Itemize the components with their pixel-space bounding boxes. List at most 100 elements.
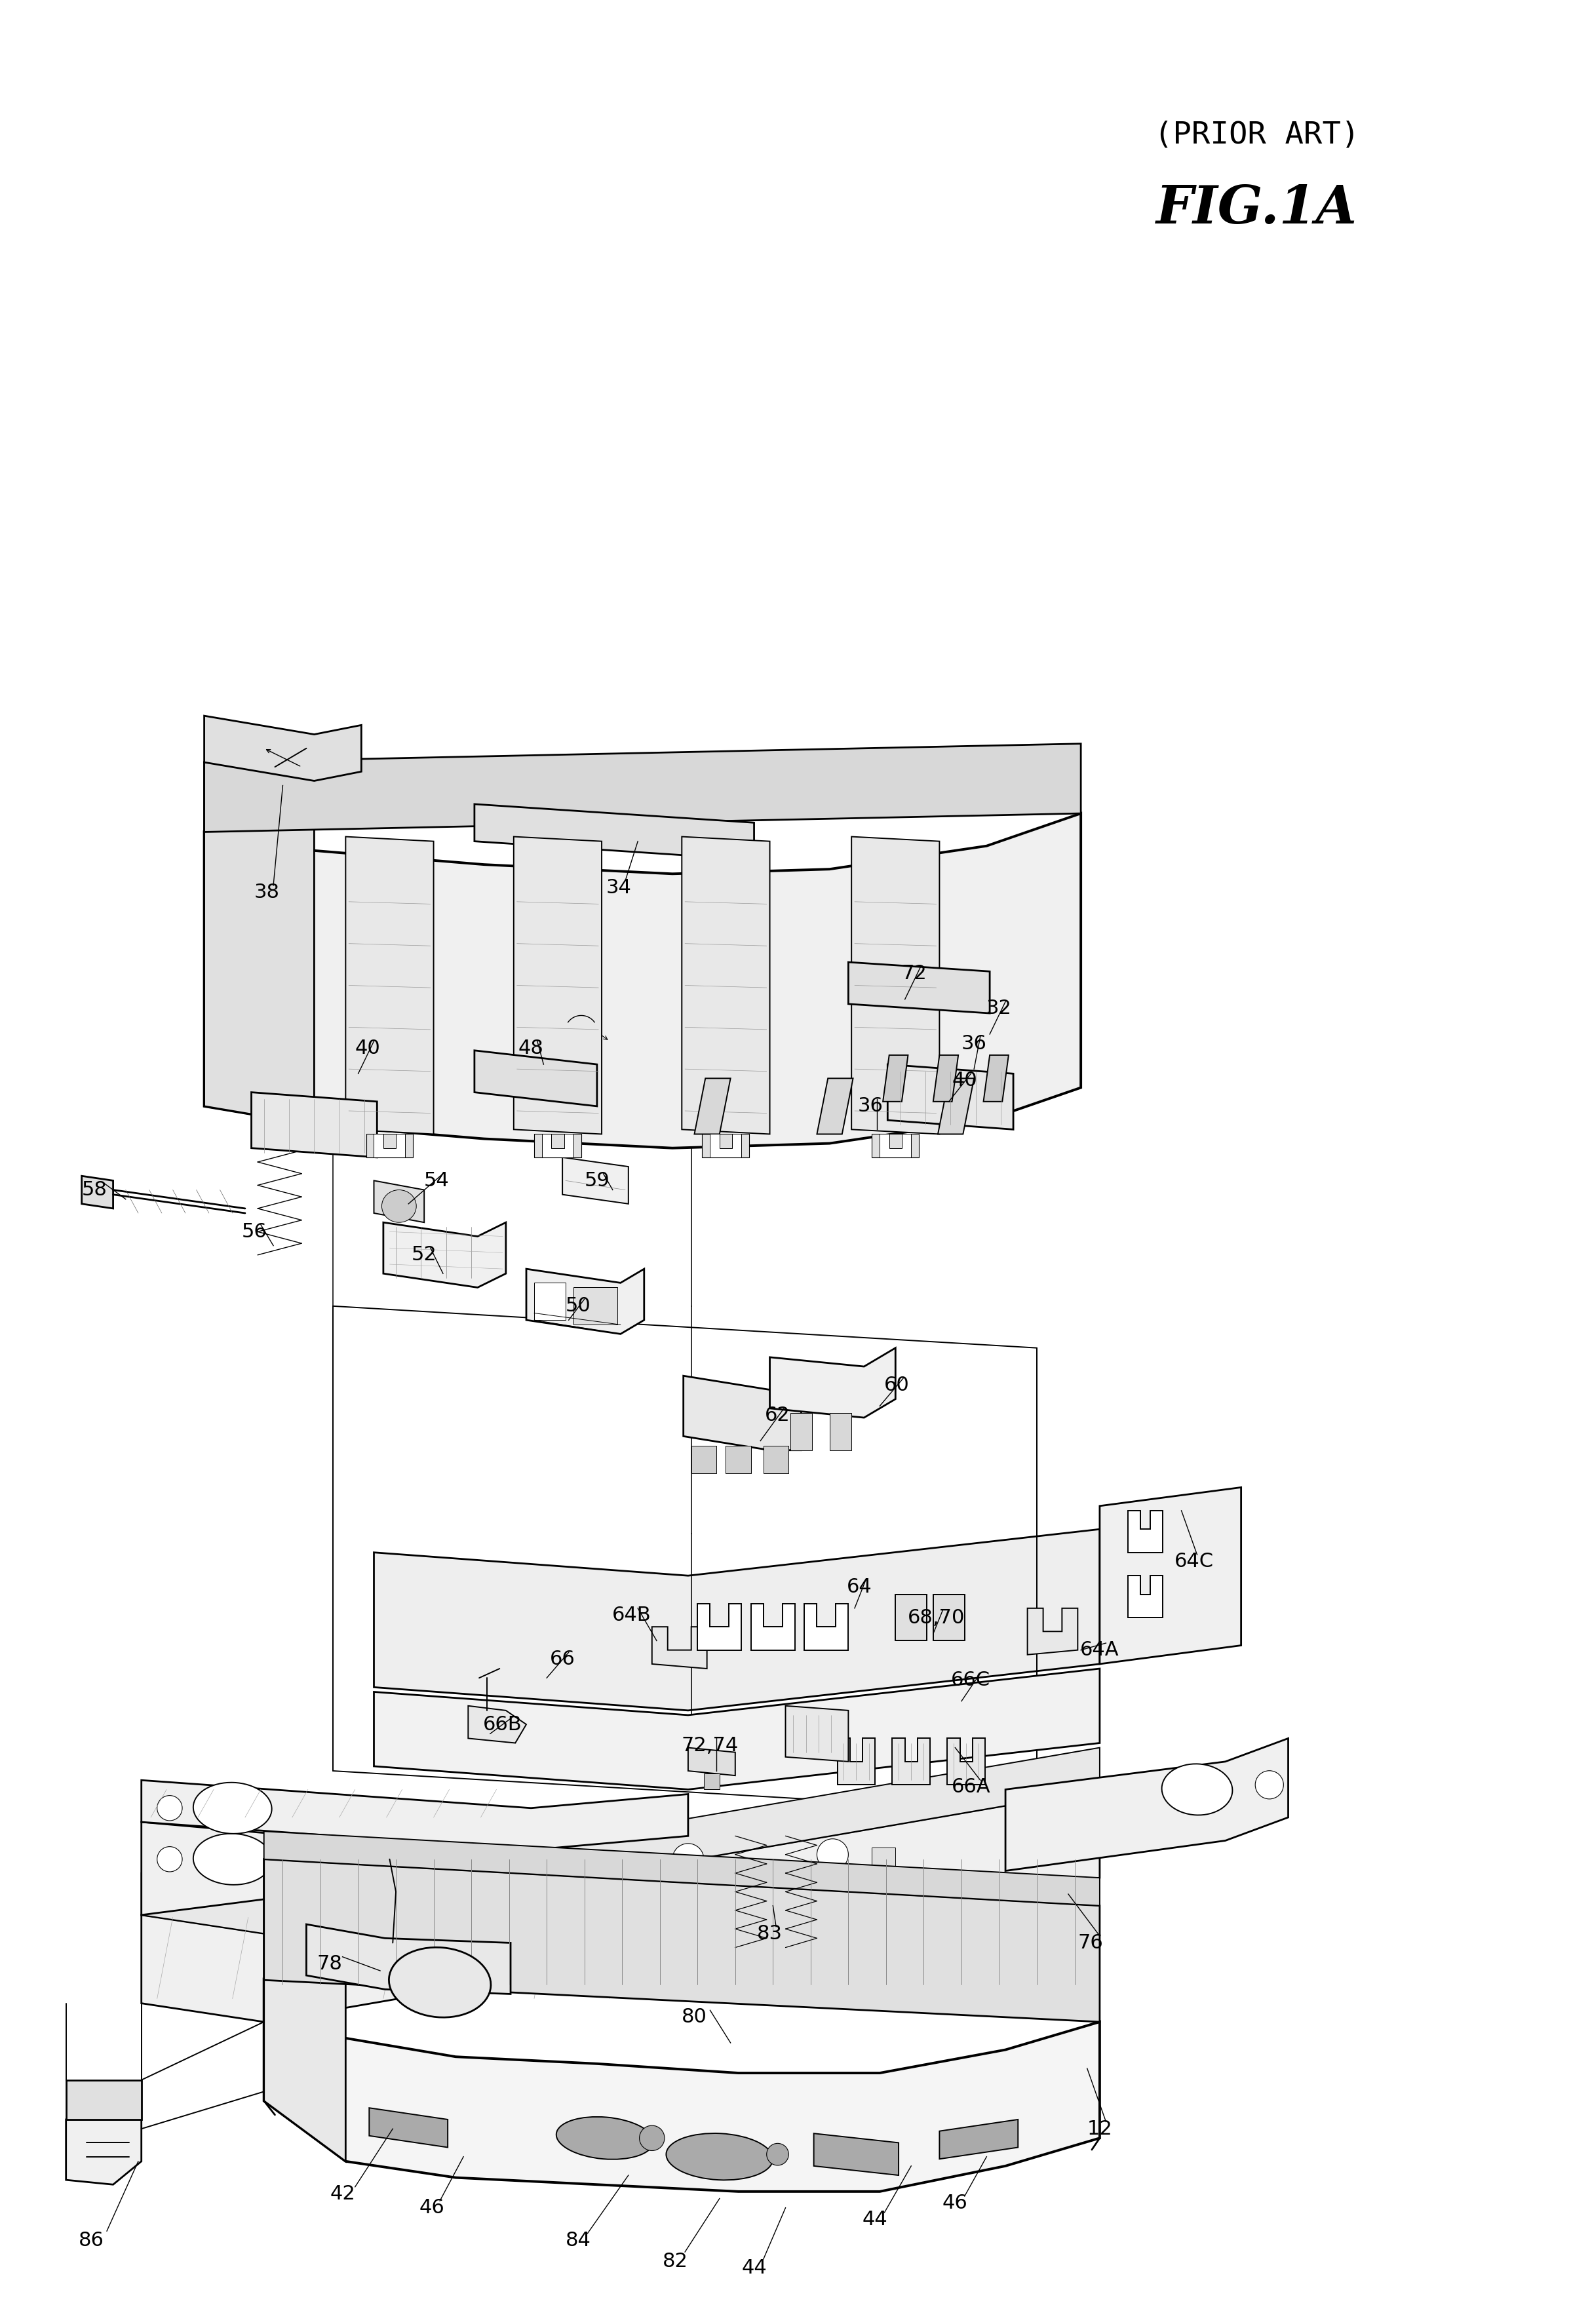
Polygon shape [786, 1706, 848, 1762]
Text: (PRIOR ART): (PRIOR ART) [1155, 121, 1359, 149]
Text: 42: 42 [330, 2185, 355, 2203]
Polygon shape [817, 1078, 853, 1134]
Ellipse shape [193, 1783, 272, 1834]
Polygon shape [872, 1134, 919, 1157]
Text: 66A: 66A [952, 1778, 990, 1796]
Circle shape [639, 2126, 665, 2150]
Text: 64B: 64B [613, 1606, 650, 1624]
Text: 12: 12 [1087, 2119, 1112, 2138]
Polygon shape [983, 1055, 1009, 1102]
Polygon shape [688, 1748, 735, 1776]
Polygon shape [933, 1594, 965, 1641]
Text: 52: 52 [412, 1246, 437, 1264]
Text: FIG.1A: FIG.1A [1156, 184, 1357, 235]
Polygon shape [66, 2119, 141, 2185]
Polygon shape [251, 1092, 377, 1157]
Polygon shape [682, 837, 770, 1134]
Polygon shape [892, 1738, 930, 1785]
Polygon shape [702, 1134, 749, 1157]
Text: 66B: 66B [484, 1715, 522, 1734]
Text: 38: 38 [255, 883, 280, 902]
Polygon shape [947, 1738, 985, 1785]
Polygon shape [933, 1055, 958, 1102]
Circle shape [672, 1843, 704, 1875]
Polygon shape [764, 1446, 789, 1473]
Polygon shape [694, 1078, 731, 1134]
Text: 32: 32 [987, 999, 1012, 1018]
Polygon shape [468, 1706, 526, 1743]
Polygon shape [837, 1738, 875, 1785]
Polygon shape [514, 837, 602, 1134]
Polygon shape [829, 1413, 851, 1450]
Polygon shape [938, 1078, 974, 1134]
Text: 64A: 64A [1081, 1641, 1119, 1659]
Polygon shape [383, 1222, 506, 1287]
Text: 54: 54 [424, 1171, 449, 1190]
Polygon shape [790, 1413, 812, 1450]
Text: 34: 34 [606, 878, 632, 897]
Polygon shape [562, 1157, 628, 1204]
Text: 56: 56 [242, 1222, 267, 1241]
Polygon shape [814, 2133, 899, 2175]
Ellipse shape [382, 1190, 416, 1222]
Polygon shape [66, 2080, 141, 2119]
Polygon shape [872, 1848, 895, 1875]
Polygon shape [204, 716, 361, 781]
Polygon shape [647, 1855, 668, 1882]
Text: 76: 76 [1078, 1934, 1103, 1952]
Polygon shape [683, 1376, 801, 1450]
Polygon shape [1100, 1487, 1241, 1664]
Polygon shape [141, 1789, 1100, 2022]
Text: 68,70: 68,70 [908, 1608, 965, 1627]
Text: 64: 64 [847, 1578, 872, 1597]
Polygon shape [474, 804, 754, 860]
Text: 78: 78 [317, 1954, 342, 1973]
Text: 40: 40 [355, 1039, 380, 1057]
Polygon shape [1027, 1608, 1078, 1655]
Text: 84: 84 [566, 2231, 591, 2250]
Polygon shape [710, 1134, 742, 1157]
Circle shape [817, 1838, 848, 1871]
Circle shape [157, 1796, 182, 1820]
Text: 40: 40 [952, 1071, 977, 1090]
Polygon shape [141, 1822, 531, 1915]
Polygon shape [264, 1859, 1100, 2022]
Polygon shape [306, 1924, 511, 1994]
Text: 48: 48 [518, 1039, 544, 1057]
Polygon shape [141, 1780, 688, 1850]
Polygon shape [204, 813, 1081, 1148]
Polygon shape [346, 837, 434, 1134]
Polygon shape [880, 1134, 911, 1157]
Ellipse shape [390, 1948, 490, 2017]
Text: 86: 86 [79, 2231, 104, 2250]
Polygon shape [751, 1604, 795, 1650]
Circle shape [1255, 1771, 1284, 1799]
Ellipse shape [556, 2117, 654, 2159]
Text: 44: 44 [742, 2259, 767, 2278]
Polygon shape [851, 837, 939, 1134]
Text: 60: 60 [884, 1376, 910, 1394]
Text: 50: 50 [566, 1297, 591, 1315]
Text: 72,74: 72,74 [682, 1736, 738, 1755]
Text: 62: 62 [765, 1406, 790, 1425]
Polygon shape [939, 2119, 1018, 2159]
Polygon shape [704, 1773, 720, 1789]
Text: 36: 36 [858, 1097, 883, 1116]
Polygon shape [474, 1050, 597, 1106]
Text: 59: 59 [584, 1171, 610, 1190]
Text: 58: 58 [82, 1181, 107, 1199]
Polygon shape [652, 1627, 707, 1669]
Polygon shape [691, 1446, 716, 1473]
Text: 66C: 66C [950, 1671, 991, 1690]
Polygon shape [264, 1859, 346, 2161]
Polygon shape [374, 1669, 1100, 1789]
Text: 80: 80 [682, 2008, 707, 2027]
Polygon shape [698, 1604, 742, 1650]
Polygon shape [374, 1529, 1100, 1710]
Polygon shape [526, 1269, 644, 1334]
Circle shape [157, 1848, 182, 1871]
Polygon shape [366, 1134, 413, 1157]
Polygon shape [374, 1181, 424, 1222]
Polygon shape [534, 1283, 566, 1320]
Ellipse shape [1163, 1764, 1232, 1815]
